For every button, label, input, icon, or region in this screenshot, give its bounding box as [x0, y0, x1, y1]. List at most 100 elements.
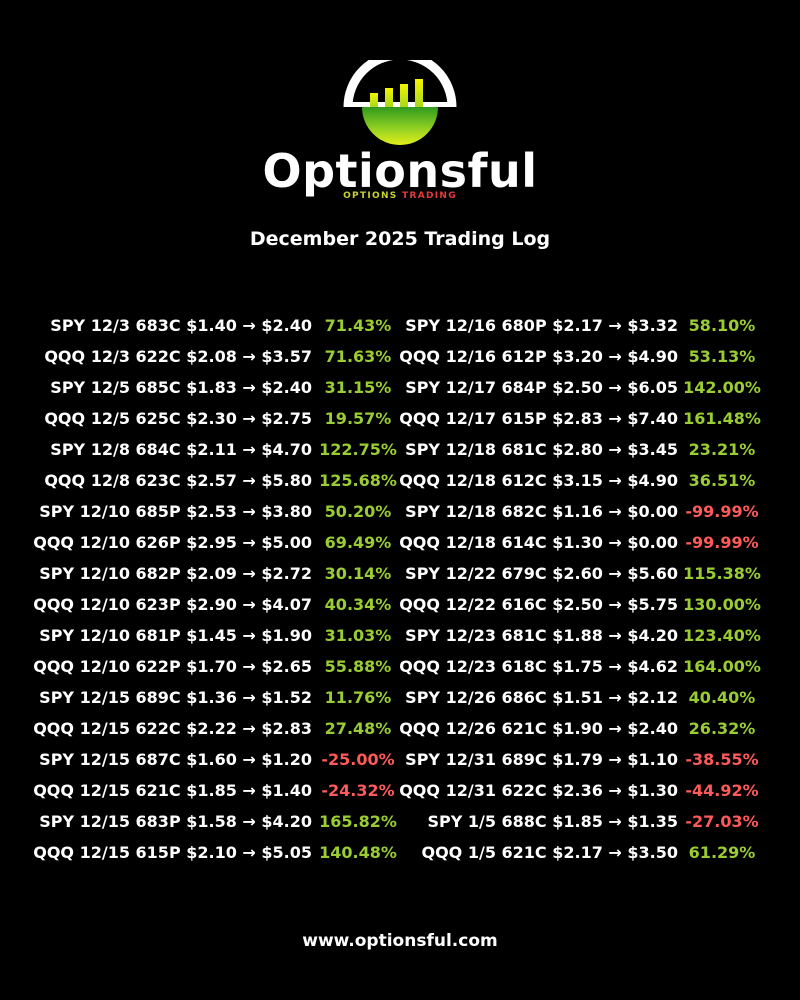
- trade-return-percent: -99.99%: [685, 533, 759, 552]
- trade-return-percent: -27.03%: [685, 812, 759, 831]
- trade-return-percent: 27.48%: [324, 719, 392, 738]
- trade-details: QQQ 12/8 623C $2.57 → $5.80: [44, 471, 312, 490]
- trade-details: SPY 12/10 681P $1.45 → $1.90: [39, 626, 312, 645]
- trade-row: SPY 12/18 682C $1.16 → $0.00 -99.99%: [396, 496, 766, 527]
- trade-return-percent: 115.38%: [683, 564, 761, 583]
- trade-details: SPY 12/10 685P $2.53 → $3.80: [39, 502, 312, 521]
- trade-details: QQQ 12/15 621C $1.85 → $1.40: [33, 781, 312, 800]
- trade-return-percent: 71.63%: [324, 347, 392, 366]
- tagline-trading: TRADING: [402, 191, 457, 201]
- trade-details: SPY 12/16 680P $2.17 → $3.32: [405, 316, 678, 335]
- trade-details: QQQ 12/23 618C $1.75 → $4.62: [399, 657, 678, 676]
- trade-row: SPY 12/10 682P $2.09 → $2.72 30.14%: [32, 558, 404, 589]
- trade-details: QQQ 12/15 615P $2.10 → $5.05: [33, 843, 312, 862]
- trade-details: SPY 12/23 681C $1.88 → $4.20: [405, 626, 678, 645]
- trade-details: QQQ 1/5 621C $2.17 → $3.50: [421, 843, 678, 862]
- trade-details: SPY 12/15 687C $1.60 → $1.20: [39, 750, 312, 769]
- trade-row: QQQ 12/15 622C $2.22 → $2.83 27.48%: [32, 713, 404, 744]
- trade-return-percent: 31.15%: [324, 378, 392, 397]
- trade-row: SPY 12/15 687C $1.60 → $1.20 -25.00%: [32, 744, 404, 775]
- trade-details: SPY 12/22 679C $2.60 → $5.60: [405, 564, 678, 583]
- trade-row: QQQ 12/10 622P $1.70 → $2.65 55.88%: [32, 651, 404, 682]
- trade-details: QQQ 12/26 621C $1.90 → $2.40: [399, 719, 678, 738]
- trade-list-left: SPY 12/3 683C $1.40 → $2.40 71.43% QQQ 12/…: [32, 310, 404, 868]
- trade-details: SPY 12/18 681C $2.80 → $3.45: [405, 440, 678, 459]
- trade-return-percent: 61.29%: [688, 843, 756, 862]
- trade-return-percent: -99.99%: [685, 502, 759, 521]
- trade-return-percent: 123.40%: [683, 626, 761, 645]
- trade-row: SPY 12/3 683C $1.40 → $2.40 71.43%: [32, 310, 404, 341]
- trade-details: QQQ 12/22 616C $2.50 → $5.75: [399, 595, 678, 614]
- trade-details: QQQ 12/17 615P $2.83 → $7.40: [399, 409, 678, 428]
- trade-row: SPY 12/10 681P $1.45 → $1.90 31.03%: [32, 620, 404, 651]
- trade-return-percent: 71.43%: [324, 316, 392, 335]
- trade-return-percent: 50.20%: [324, 502, 392, 521]
- trade-details: QQQ 12/18 612C $3.15 → $4.90: [399, 471, 678, 490]
- trade-row: QQQ 12/8 623C $2.57 → $5.80 125.68%: [32, 465, 404, 496]
- trade-row: QQQ 12/5 625C $2.30 → $2.75 19.57%: [32, 403, 404, 434]
- trade-details: SPY 12/15 689C $1.36 → $1.52: [39, 688, 312, 707]
- tagline-options: OPTIONS: [343, 191, 398, 201]
- trade-details: SPY 12/10 682P $2.09 → $2.72: [39, 564, 312, 583]
- trade-return-percent: 26.32%: [688, 719, 756, 738]
- trade-return-percent: -44.92%: [685, 781, 759, 800]
- website-url: www.optionsful.com: [302, 931, 498, 951]
- trade-return-percent: 36.51%: [688, 471, 756, 490]
- trade-list-right: SPY 12/16 680P $2.17 → $3.32 58.10% QQQ 12…: [396, 310, 766, 868]
- trade-details: SPY 12/15 683P $1.58 → $4.20: [39, 812, 312, 831]
- trade-row: QQQ 12/17 615P $2.83 → $7.40 161.48%: [396, 403, 766, 434]
- trade-details: SPY 12/8 684C $2.11 → $4.70: [50, 440, 312, 459]
- trade-row: SPY 12/31 689C $1.79 → $1.10 -38.55%: [396, 744, 766, 775]
- trade-row: SPY 12/17 684P $2.50 → $6.05 142.00%: [396, 372, 766, 403]
- trade-details: SPY 12/26 686C $1.51 → $2.12: [405, 688, 678, 707]
- trade-details: QQQ 12/10 623P $2.90 → $4.07: [33, 595, 312, 614]
- trade-row: SPY 1/5 688C $1.85 → $1.35 -27.03%: [396, 806, 766, 837]
- trade-row: SPY 12/8 684C $2.11 → $4.70 122.75%: [32, 434, 404, 465]
- trade-return-percent: 142.00%: [683, 378, 761, 397]
- trade-return-percent: 164.00%: [683, 657, 761, 676]
- trade-return-percent: 11.76%: [324, 688, 392, 707]
- trade-return-percent: 31.03%: [324, 626, 392, 645]
- trade-return-percent: 161.48%: [683, 409, 761, 428]
- trade-return-percent: -38.55%: [685, 750, 759, 769]
- trade-row: SPY 12/22 679C $2.60 → $5.60 115.38%: [396, 558, 766, 589]
- trade-return-percent: 122.75%: [319, 440, 397, 459]
- trade-return-percent: 40.40%: [688, 688, 756, 707]
- brand-tagline: OPTIONS TRADING: [0, 191, 800, 201]
- brand-wordmark: Optionsful: [262, 144, 538, 198]
- trade-row: SPY 12/15 689C $1.36 → $1.52 11.76%: [32, 682, 404, 713]
- trade-details: QQQ 12/15 622C $2.22 → $2.83: [33, 719, 312, 738]
- trade-return-percent: 30.14%: [324, 564, 392, 583]
- trade-row: QQQ 12/15 615P $2.10 → $5.05 140.48%: [32, 837, 404, 868]
- trade-row: SPY 12/15 683P $1.58 → $4.20 165.82%: [32, 806, 404, 837]
- trade-row: QQQ 1/5 621C $2.17 → $3.50 61.29%: [396, 837, 766, 868]
- page-title: December 2025 Trading Log: [249, 228, 551, 250]
- trade-details: SPY 12/5 685C $1.83 → $2.40: [50, 378, 312, 397]
- trade-return-percent: 19.57%: [324, 409, 392, 428]
- trade-details: QQQ 12/31 622C $2.36 → $1.30: [399, 781, 678, 800]
- trade-details: QQQ 12/16 612P $3.20 → $4.90: [399, 347, 678, 366]
- trade-row: SPY 12/26 686C $1.51 → $2.12 40.40%: [396, 682, 766, 713]
- trade-details: SPY 12/18 682C $1.16 → $0.00: [405, 502, 678, 521]
- trade-row: QQQ 12/10 626P $2.95 → $5.00 69.49%: [32, 527, 404, 558]
- trade-return-percent: 69.49%: [324, 533, 392, 552]
- trade-row: QQQ 12/3 622C $2.08 → $3.57 71.63%: [32, 341, 404, 372]
- trade-row: SPY 12/10 685P $2.53 → $3.80 50.20%: [32, 496, 404, 527]
- trade-return-percent: 130.00%: [683, 595, 761, 614]
- trade-details: SPY 12/17 684P $2.50 → $6.05: [405, 378, 678, 397]
- trade-row: QQQ 12/26 621C $1.90 → $2.40 26.32%: [396, 713, 766, 744]
- bar-chart-arc-logo-icon: [343, 60, 457, 145]
- trade-row: QQQ 12/18 612C $3.15 → $4.90 36.51%: [396, 465, 766, 496]
- trade-return-percent: 23.21%: [688, 440, 756, 459]
- trade-return-percent: 140.48%: [319, 843, 397, 862]
- trade-details: SPY 12/31 689C $1.79 → $1.10: [405, 750, 678, 769]
- trade-details: QQQ 12/5 625C $2.30 → $2.75: [44, 409, 312, 428]
- trade-row: QQQ 12/31 622C $2.36 → $1.30 -44.92%: [396, 775, 766, 806]
- trade-return-percent: 125.68%: [319, 471, 397, 490]
- trade-details: QQQ 12/18 614C $1.30 → $0.00: [399, 533, 678, 552]
- trade-return-percent: -24.32%: [321, 781, 395, 800]
- trade-details: SPY 1/5 688C $1.85 → $1.35: [427, 812, 678, 831]
- trade-row: QQQ 12/22 616C $2.50 → $5.75 130.00%: [396, 589, 766, 620]
- trade-details: SPY 12/3 683C $1.40 → $2.40: [50, 316, 312, 335]
- trade-row: SPY 12/18 681C $2.80 → $3.45 23.21%: [396, 434, 766, 465]
